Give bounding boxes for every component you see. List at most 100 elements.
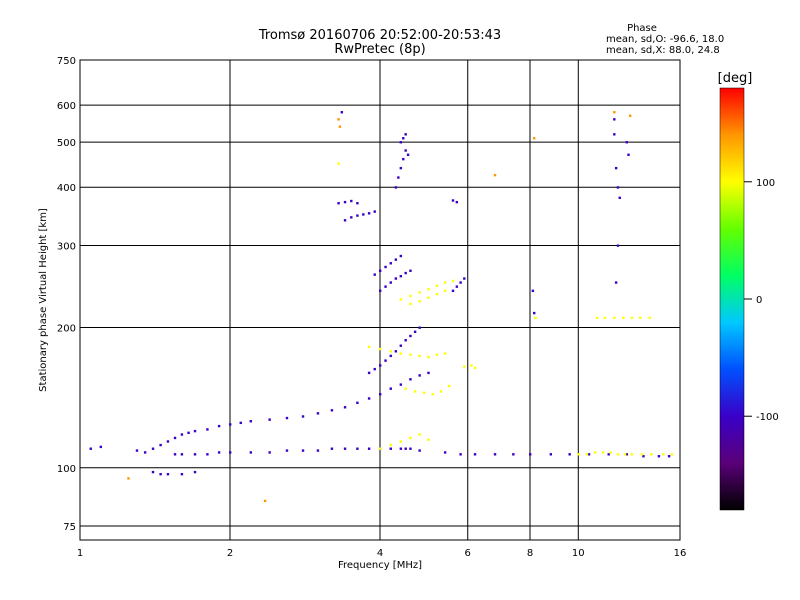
data-point [159, 443, 162, 447]
data-point [603, 316, 607, 320]
data-point [356, 202, 359, 205]
data-point [337, 202, 340, 205]
data-point [301, 415, 305, 418]
data-point [166, 472, 170, 476]
data-point [427, 296, 430, 299]
data-point [609, 451, 612, 454]
data-point [625, 141, 628, 144]
data-point [340, 111, 344, 114]
data-point [206, 428, 209, 431]
data-point [409, 269, 412, 272]
data-point [451, 199, 455, 202]
data-point [455, 200, 459, 204]
data-point [427, 371, 430, 375]
data-point [301, 449, 305, 452]
y-tick-label: 100 [57, 464, 76, 475]
colorbar-tick-label: 100 [756, 178, 775, 189]
data-point [613, 316, 616, 320]
data-point [427, 287, 430, 291]
y-tick-label: 400 [57, 183, 76, 194]
data-point [173, 436, 177, 440]
data-point [389, 443, 392, 447]
data-point [399, 166, 403, 170]
data-point [630, 453, 634, 456]
data-point [409, 447, 412, 450]
data-point [316, 449, 320, 452]
data-point [662, 453, 665, 456]
data-point [402, 137, 405, 140]
data-point [173, 453, 177, 456]
data-point [409, 436, 412, 440]
data-point [399, 298, 403, 301]
stats-o-line: mean, sd,O: -96.6, 18.0 [606, 34, 724, 45]
data-point [239, 421, 242, 425]
data-point [595, 316, 599, 320]
data-point [627, 153, 630, 156]
data-point [451, 279, 455, 283]
data-point [618, 196, 621, 200]
data-point [622, 316, 625, 320]
data-point [399, 447, 403, 450]
y-tick-label: 600 [57, 101, 76, 112]
data-point [399, 141, 403, 144]
data-point [166, 440, 170, 443]
data-point [384, 359, 387, 362]
data-point [263, 499, 267, 503]
data-point [402, 157, 405, 161]
data-point [399, 344, 403, 347]
data-point [404, 271, 407, 275]
x-tick-label: 4 [377, 548, 383, 559]
data-point [316, 412, 320, 415]
data-point [406, 153, 410, 156]
data-point [337, 118, 340, 121]
data-point [607, 453, 610, 456]
data-point [379, 393, 382, 396]
data-point [435, 284, 439, 288]
data-point [127, 477, 130, 480]
data-point [418, 433, 421, 436]
data-point [338, 125, 342, 128]
data-point [404, 133, 407, 136]
data-point [143, 451, 147, 454]
data-point [330, 447, 334, 450]
data-point [285, 416, 289, 420]
data-point [463, 365, 466, 368]
data-point [384, 265, 387, 269]
data-point [135, 449, 139, 452]
data-point [404, 387, 407, 390]
data-point [356, 401, 359, 405]
data-point [285, 449, 289, 452]
data-point [399, 274, 403, 278]
data-point [404, 149, 407, 152]
data-point [549, 453, 553, 456]
data-point [639, 316, 642, 320]
data-point [670, 453, 674, 456]
x-tick-label: 1 [77, 548, 83, 559]
data-point [367, 345, 371, 349]
data-point [418, 354, 421, 358]
data-point [593, 451, 597, 454]
data-point [642, 455, 645, 458]
data-point [629, 114, 632, 117]
data-point [379, 364, 382, 367]
data-point [427, 355, 430, 359]
data-point [367, 447, 371, 450]
data-point [614, 166, 618, 170]
data-point [451, 289, 455, 293]
x-tick-label: 6 [465, 548, 471, 559]
data-point [193, 453, 197, 456]
grid [79, 59, 681, 540]
data-point [470, 364, 473, 367]
data-point [616, 186, 620, 189]
data-point [409, 302, 412, 306]
data-point [616, 453, 620, 456]
data-point [418, 291, 421, 294]
data-point [249, 451, 253, 454]
colorbar-unit: [deg] [718, 71, 753, 86]
data-point [616, 244, 620, 247]
data-point [657, 455, 661, 458]
data-point [193, 429, 197, 433]
data-point [394, 350, 398, 353]
data-point [229, 451, 232, 454]
data-point [431, 393, 434, 396]
